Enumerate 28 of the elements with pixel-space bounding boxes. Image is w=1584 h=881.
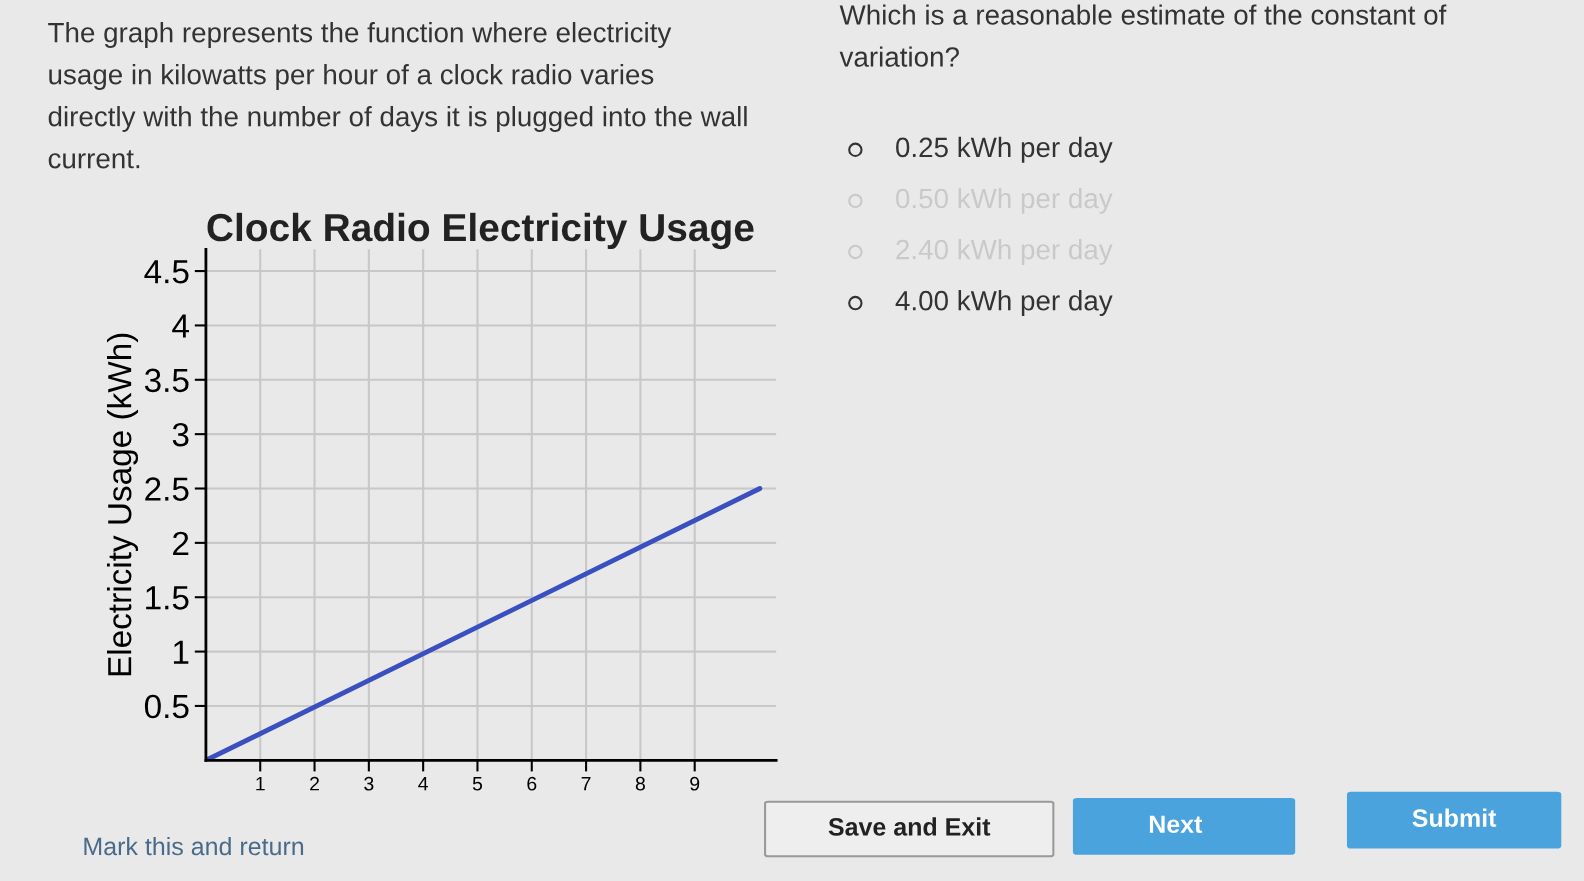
x-tick-label: 6 xyxy=(527,776,537,791)
text: 4.00 kWh per day xyxy=(895,290,1113,317)
text: 0.25 kWh per day xyxy=(896,136,1113,163)
y-tick-label: 4.5 xyxy=(144,260,189,284)
y-tick-label: 1.5 xyxy=(146,586,189,610)
x-tick-label: 3 xyxy=(364,776,374,791)
text: Save and Exit xyxy=(828,817,991,836)
x-tick-label: 5 xyxy=(472,776,483,791)
x-tick-label: 2 xyxy=(310,776,319,791)
y-tick-label: 2.5 xyxy=(145,477,189,501)
chart-title: Clock Radio Electricity Usage xyxy=(207,212,754,250)
y-tick-label: 1 xyxy=(173,640,189,664)
x-tick-label: 1 xyxy=(256,776,265,791)
text: Which is a reasonable estimate of the constant of variation? xyxy=(839,4,1447,67)
y-tick-label: 3 xyxy=(172,422,189,447)
y-tick-label: 3.5 xyxy=(144,368,189,393)
x-tick-label: 4 xyxy=(418,776,428,791)
y-tick-label: 4 xyxy=(172,314,189,338)
text: Submit xyxy=(1412,808,1497,827)
y-axis-title: Electricity Usage (kWh) xyxy=(106,333,139,676)
text: Mark this and return xyxy=(84,836,304,856)
x-tick-label: 9 xyxy=(690,776,700,791)
y-tick-label: 2 xyxy=(173,531,189,555)
y-tick-label: 0.5 xyxy=(144,694,189,719)
x-tick-label: 8 xyxy=(635,776,645,791)
text: The graph represents the function where electricity usage in kilowatts per hour of a clock radio varies directly with the number of days it is plugged into the wall current. xyxy=(48,22,747,169)
text: Next xyxy=(1149,815,1203,834)
x-tick-label: 7 xyxy=(581,776,591,791)
